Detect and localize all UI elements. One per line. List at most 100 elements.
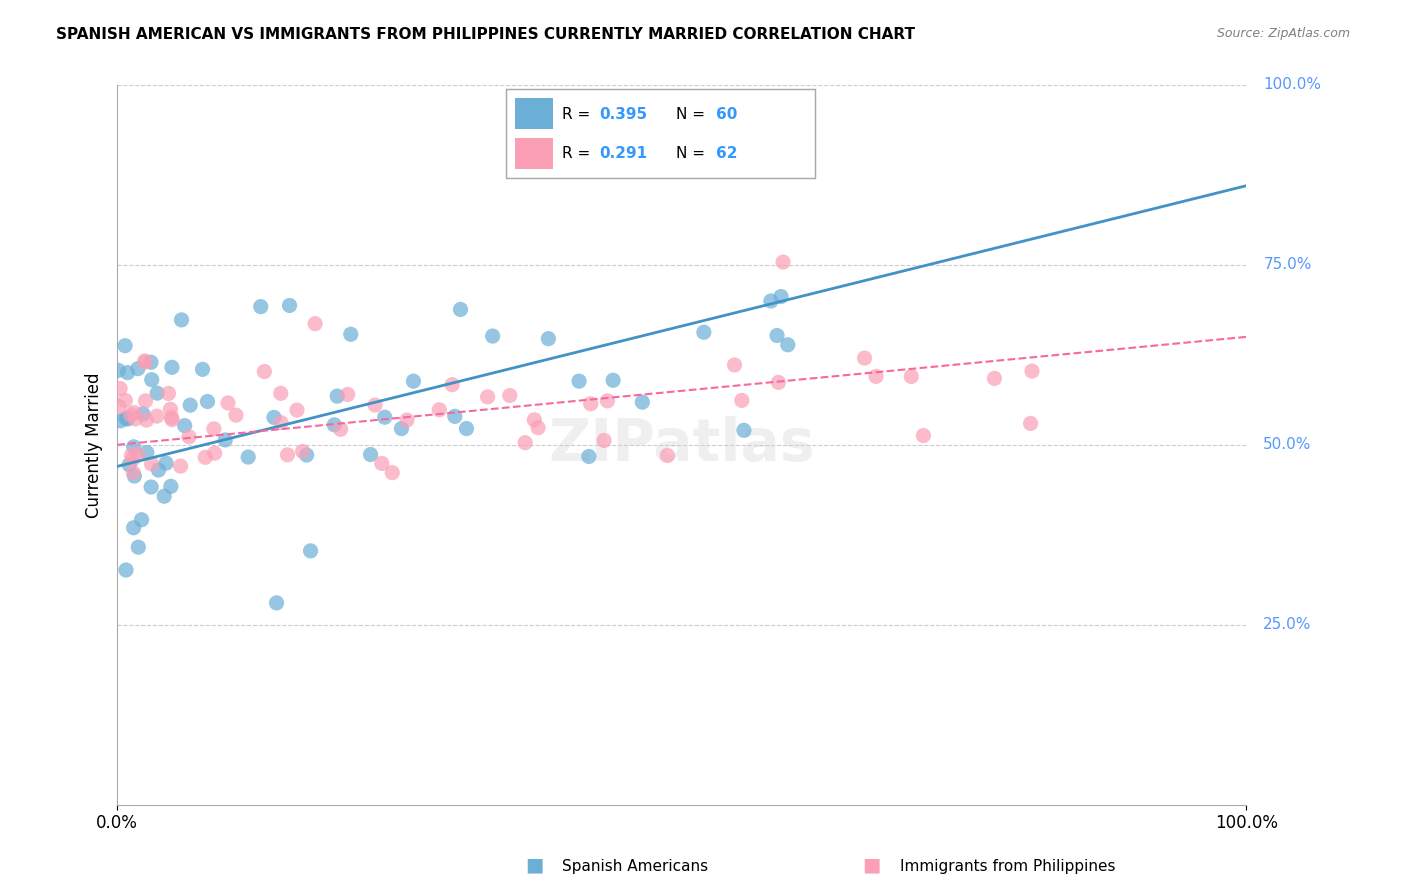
Point — [122, 521, 145, 535]
Point — [374, 410, 396, 425]
Point — [117, 412, 139, 426]
Point — [983, 371, 1005, 385]
Point — [135, 393, 157, 408]
Point — [1019, 417, 1042, 431]
Point — [217, 396, 239, 410]
Point — [299, 544, 322, 558]
Point — [160, 410, 183, 425]
Point — [139, 355, 162, 369]
Point — [253, 365, 276, 379]
Text: Source: ZipAtlas.com: Source: ZipAtlas.com — [1216, 27, 1350, 40]
Point — [602, 373, 624, 387]
Point — [766, 328, 789, 343]
Point — [108, 382, 131, 396]
Point — [117, 366, 139, 380]
Text: Spanish Americans: Spanish Americans — [562, 859, 709, 874]
Point — [159, 402, 181, 417]
Point — [578, 450, 600, 464]
Point — [527, 420, 550, 434]
Point — [148, 463, 170, 477]
Point — [177, 430, 200, 444]
Point — [170, 313, 193, 327]
Point — [114, 339, 136, 353]
Point — [155, 456, 177, 470]
Point — [900, 369, 922, 384]
Point — [523, 413, 546, 427]
Point — [131, 513, 153, 527]
Text: 0.395: 0.395 — [599, 107, 647, 121]
Bar — [516, 98, 553, 129]
Point — [865, 369, 887, 384]
Point — [772, 255, 794, 269]
Point — [127, 361, 149, 376]
Point — [278, 298, 301, 312]
Point — [427, 402, 450, 417]
Point — [276, 448, 298, 462]
Text: N =: N = — [676, 107, 710, 121]
Point — [107, 363, 129, 377]
Point — [127, 540, 149, 554]
Point — [157, 386, 180, 401]
Text: 0.291: 0.291 — [599, 146, 647, 161]
Text: 25.0%: 25.0% — [1264, 617, 1312, 632]
Point — [139, 480, 162, 494]
Point — [323, 417, 346, 432]
Point — [631, 395, 654, 409]
Text: 75.0%: 75.0% — [1264, 258, 1312, 272]
Point — [122, 440, 145, 454]
Point — [270, 416, 292, 430]
Point — [596, 393, 619, 408]
Point — [197, 394, 219, 409]
Point — [693, 325, 716, 339]
Point — [481, 329, 503, 343]
Point — [450, 302, 472, 317]
Point — [141, 457, 163, 471]
Point — [295, 448, 318, 462]
Point — [329, 422, 352, 436]
Point — [249, 300, 271, 314]
Point — [191, 362, 214, 376]
Text: 50.0%: 50.0% — [1264, 437, 1312, 452]
Point — [444, 409, 467, 424]
Point — [402, 374, 425, 388]
Point — [731, 393, 754, 408]
Bar — [516, 138, 553, 169]
Point — [912, 428, 935, 442]
Text: ZIPatlas: ZIPatlas — [548, 417, 815, 474]
Text: 100.0%: 100.0% — [1264, 78, 1322, 93]
Text: R =: R = — [562, 146, 595, 161]
Text: N =: N = — [676, 146, 710, 161]
Point — [537, 332, 560, 346]
Point — [110, 414, 132, 428]
Point — [579, 397, 602, 411]
Text: SPANISH AMERICAN VS IMMIGRANTS FROM PHILIPPINES CURRENTLY MARRIED CORRELATION CH: SPANISH AMERICAN VS IMMIGRANTS FROM PHIL… — [56, 27, 915, 42]
Point — [499, 388, 522, 402]
Point — [114, 393, 136, 408]
Point — [723, 358, 745, 372]
Point — [122, 466, 145, 480]
Point — [1021, 364, 1043, 378]
Point — [371, 457, 394, 471]
Point — [266, 596, 288, 610]
Point — [194, 450, 217, 465]
Point — [285, 403, 308, 417]
Point — [304, 317, 326, 331]
Point — [127, 447, 149, 461]
Point — [179, 398, 201, 412]
Point — [146, 386, 169, 401]
Point — [134, 355, 156, 369]
Text: 62: 62 — [717, 146, 738, 161]
Point — [115, 411, 138, 425]
Point — [339, 327, 361, 342]
Point — [146, 409, 169, 424]
Point — [135, 413, 157, 427]
Point — [238, 450, 260, 464]
Point — [132, 407, 155, 421]
Text: ■: ■ — [524, 855, 544, 874]
Point — [160, 479, 183, 493]
Point — [381, 466, 404, 480]
Point — [326, 389, 349, 403]
Point — [173, 418, 195, 433]
Point — [769, 289, 792, 303]
Point — [593, 434, 616, 448]
